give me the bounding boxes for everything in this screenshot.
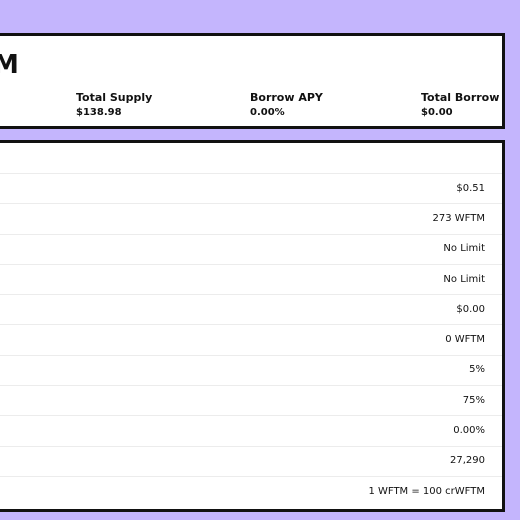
market-summary-card: M Total Supply $138.98 Borrow APY 0.00% …	[0, 33, 505, 129]
detail-value: 273 WFTM	[432, 212, 485, 224]
detail-row-5: $0.00	[0, 294, 502, 324]
total-borrow-value: $0.00	[421, 107, 453, 118]
detail-row-1: $0.51	[0, 173, 502, 203]
borrow-apy-value: 0.00%	[250, 107, 285, 118]
total-borrow-stat: Total Borrow $0.00	[421, 90, 499, 120]
borrow-apy-stat: Borrow APY 0.00%	[250, 90, 323, 120]
detail-value: $0.51	[456, 182, 485, 194]
detail-value: $0.00	[456, 303, 485, 315]
borrow-apy-label: Borrow APY	[250, 91, 323, 104]
detail-value: No Limit	[443, 243, 485, 255]
detail-value: 0.00%	[453, 425, 485, 437]
detail-value: No Limit	[443, 273, 485, 285]
detail-row-7: 5%	[0, 354, 502, 385]
detail-value: 27,290	[450, 455, 485, 467]
detail-row-8: 75%	[0, 385, 502, 415]
market-details-card: $0.51 273 WFTM No Limit No Limit $0.00 0…	[0, 140, 505, 512]
detail-row-9: 0.00%	[0, 415, 502, 445]
detail-value: 75%	[462, 394, 485, 406]
detail-row-6: 0 WFTM	[0, 324, 502, 354]
asset-title: M	[0, 50, 19, 80]
detail-row-3: No Limit	[0, 233, 502, 264]
details-header	[0, 143, 502, 173]
detail-value: 1 WFTM = 100 crWFTM	[368, 485, 485, 497]
detail-row-2: 273 WFTM	[0, 203, 502, 233]
detail-row-10: 27,290	[0, 445, 502, 476]
total-supply-label: Total Supply	[76, 91, 153, 104]
detail-value: 5%	[469, 364, 485, 376]
detail-row-4: No Limit	[0, 263, 502, 294]
total-supply-value: $138.98	[76, 107, 122, 118]
detail-value: 0 WFTM	[445, 334, 485, 346]
total-supply-stat: Total Supply $138.98	[76, 90, 152, 120]
detail-row-11: 1 WFTM = 100 crWFTM	[0, 475, 502, 506]
total-borrow-label: Total Borrow	[421, 91, 500, 104]
